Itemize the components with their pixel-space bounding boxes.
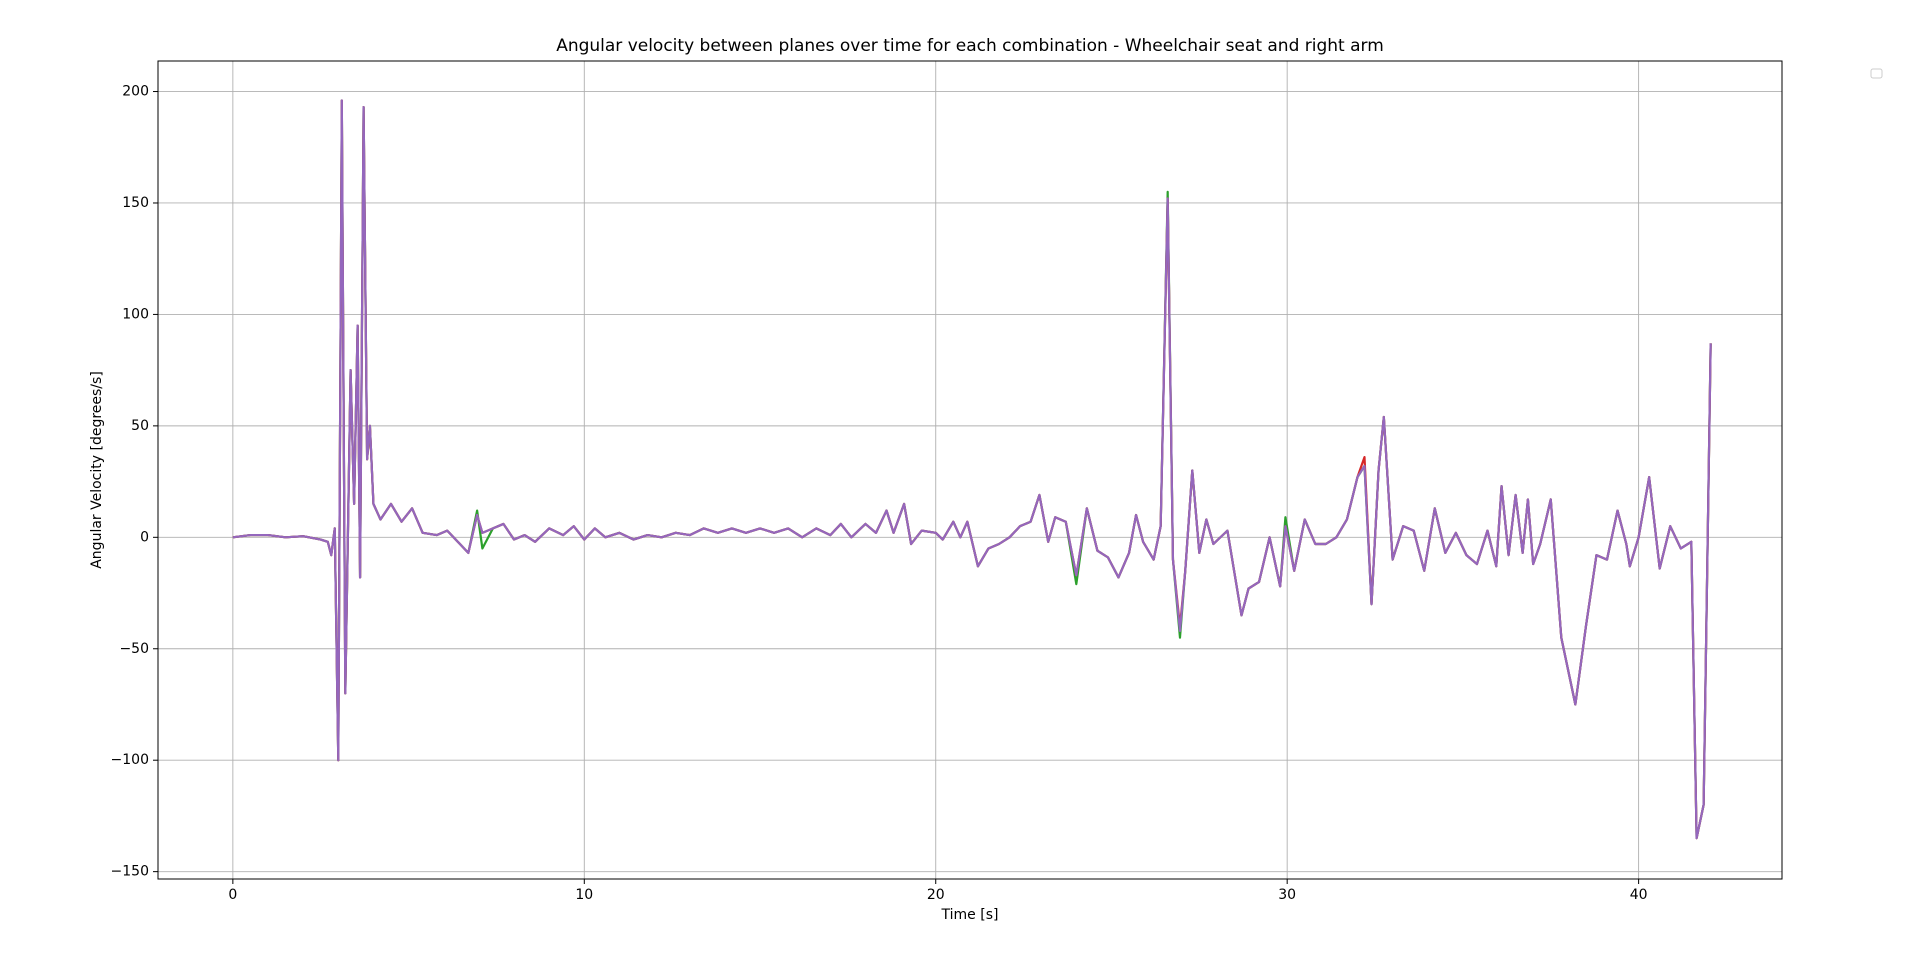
axes-frame [157,60,1783,880]
x-tick-label: 20 [927,887,945,903]
x-tick-label: 40 [1630,887,1648,903]
x-axis-label: Time [s] [941,907,999,923]
chart-title: Angular velocity between planes over tim… [556,36,1384,56]
y-tick-label: −50 [119,641,149,657]
x-tick-label: 30 [1278,887,1296,903]
y-tick-label: 0 [140,529,149,545]
data-line [232,99,1712,840]
x-tick-label: 0 [228,887,237,903]
legend-box [1870,68,1883,79]
y-tick-label: 200 [122,84,149,100]
data-line [232,99,1712,840]
y-tick-label: 100 [122,306,149,322]
y-tick-label: −100 [111,752,149,768]
data-line [232,99,1712,840]
y-tick-label: 150 [122,195,149,211]
x-tick-label: 10 [575,887,593,903]
y-tick-label: −150 [111,864,149,880]
plot-area: 0 10 20 30 40 −150 −100 −50 0 50 100 150 200 [111,61,1782,903]
y-axis-label: Angular Velocity [degrees/s] [89,371,105,569]
y-tick-label: 50 [131,418,149,434]
